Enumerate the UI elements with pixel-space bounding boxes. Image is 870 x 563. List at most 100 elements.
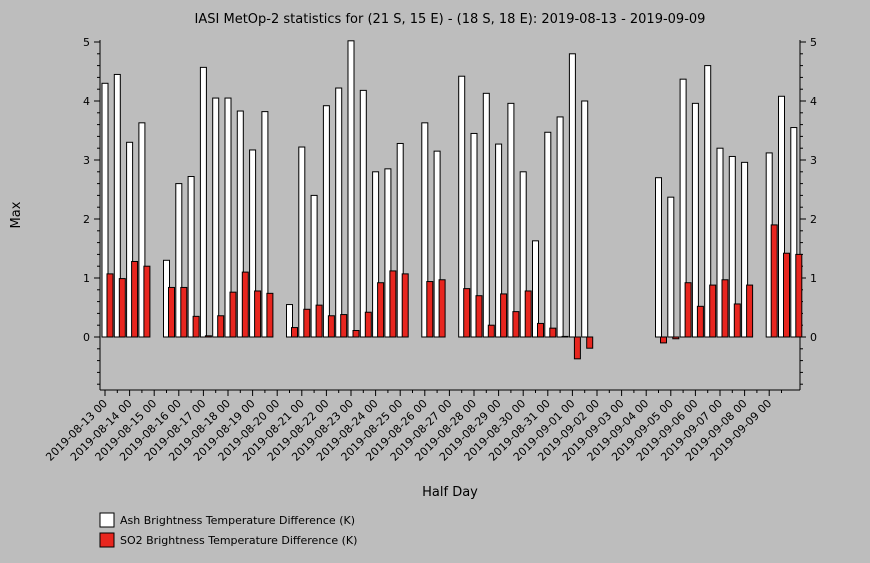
ash-bar: [421, 122, 429, 338]
ash-bar: [433, 150, 441, 338]
chart-title: IASI MetOp-2 statistics for (21 S, 15 E)…: [195, 12, 706, 27]
y-tick-label-left: 2: [83, 213, 90, 226]
y-tick-label-right: 4: [810, 95, 817, 108]
so2-bar: [389, 270, 397, 338]
so2-bar: [549, 327, 557, 338]
ash-bar: [507, 102, 515, 338]
so2-bar: [537, 322, 544, 338]
so2-bar: [438, 279, 446, 338]
ash-bar: [175, 183, 183, 338]
ash-bar: [470, 132, 478, 338]
so2-bar: [217, 315, 225, 338]
ash-bar: [716, 147, 724, 338]
so2-bar: [524, 290, 532, 338]
so2-bar: [586, 336, 594, 349]
ash-bar: [581, 100, 589, 338]
so2-bar: [475, 295, 483, 338]
so2-bar: [672, 336, 680, 340]
ash-bar: [359, 89, 367, 338]
ash-bar: [249, 149, 257, 338]
so2-bar: [733, 303, 741, 338]
so2-bar: [204, 335, 212, 338]
y-tick-label-right: 2: [810, 213, 817, 226]
ash-bar: [126, 141, 134, 338]
so2-bar: [315, 304, 323, 338]
ash-bar: [396, 142, 404, 338]
y-tick-label-left: 1: [83, 272, 90, 285]
so2-bar: [696, 305, 704, 338]
so2-bar: [352, 330, 360, 338]
ash-bar: [298, 146, 306, 338]
so2-bar: [463, 288, 471, 338]
ash-bar: [495, 143, 503, 338]
y-tick-label-right: 0: [810, 331, 817, 344]
ash-bar: [741, 161, 749, 338]
so2-bar: [573, 336, 581, 360]
so2-bar: [684, 282, 692, 338]
so2-bar: [266, 292, 274, 338]
so2-bar: [709, 284, 717, 338]
ash-bar: [655, 177, 662, 338]
legend-label: Ash Brightness Temperature Difference (K…: [120, 514, 355, 527]
ash-bar: [458, 75, 466, 338]
so2-bar: [131, 260, 139, 338]
y-axis-label: Max: [9, 201, 24, 228]
so2-bar: [561, 335, 569, 338]
y-tick-label-left: 0: [83, 331, 90, 344]
ash-bar: [138, 122, 146, 338]
ash-bar: [199, 66, 207, 338]
y-tick-label-right: 1: [810, 272, 817, 285]
legend: Ash Brightness Temperature Difference (K…: [99, 512, 357, 548]
ash-bar: [679, 78, 687, 338]
ash-bar: [532, 240, 539, 338]
ash-bar: [322, 105, 330, 338]
so2-bar: [106, 273, 114, 338]
so2-bar: [168, 286, 175, 338]
so2-bar: [746, 284, 754, 338]
so2-bar: [770, 224, 778, 338]
so2-bar: [426, 281, 434, 338]
ash-bar: [790, 127, 798, 338]
y-tick-label-right: 5: [810, 36, 817, 49]
so2-bar: [180, 286, 188, 338]
legend-label: SO2 Brightness Temperature Difference (K…: [120, 534, 357, 547]
ash-bar: [568, 53, 576, 338]
ash-bar: [384, 168, 392, 338]
so2-bar: [254, 290, 262, 338]
so2-bar: [118, 278, 126, 338]
ash-bar: [224, 97, 232, 338]
ash-bar: [728, 155, 736, 338]
ash-bar: [519, 171, 527, 338]
so2-bar: [291, 327, 298, 338]
ash-bar: [187, 176, 195, 338]
so2-bar: [340, 314, 348, 338]
ash-bar: [335, 87, 343, 338]
x-axis-label: Half Day: [422, 485, 478, 500]
ash-bar: [691, 102, 699, 338]
so2-bar: [192, 315, 200, 338]
ash-bar: [544, 131, 552, 338]
ash-bar: [310, 194, 318, 338]
ash-bar: [667, 196, 675, 338]
so2-bar: [303, 308, 311, 338]
ash-bar: [101, 82, 109, 338]
y-tick-label-left: 3: [83, 154, 90, 167]
so2-bar: [660, 336, 667, 344]
ash-bar: [704, 65, 712, 338]
so2-bar: [143, 265, 151, 338]
so2-bar: [795, 253, 803, 338]
ash-bar: [113, 73, 121, 338]
ash-bar: [372, 171, 380, 338]
ash-bar: [212, 97, 220, 338]
so2-bar: [721, 279, 729, 338]
legend-swatch: [99, 512, 115, 528]
ash-bar: [778, 95, 785, 338]
ash-bar: [347, 40, 355, 338]
ash-bar: [236, 110, 244, 338]
legend-swatch: [99, 532, 115, 548]
so2-bar: [327, 315, 335, 338]
so2-bar: [377, 282, 385, 338]
ash-bar: [261, 111, 269, 338]
